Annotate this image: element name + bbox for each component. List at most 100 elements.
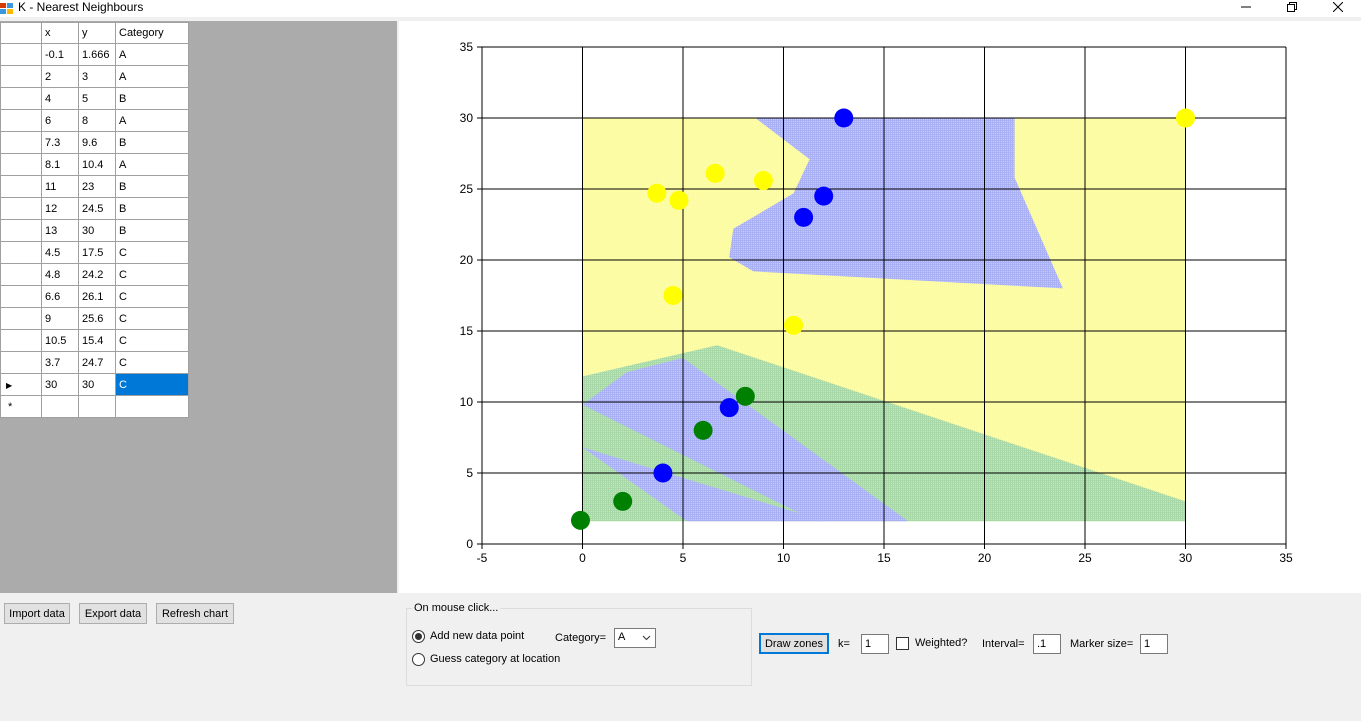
cell-y[interactable]: 30	[78, 373, 116, 396]
cell-y[interactable]: 25.6	[78, 307, 116, 330]
category-select[interactable]: A	[614, 628, 656, 648]
cell-category[interactable]: B	[115, 131, 189, 154]
cell-x[interactable]: 9	[41, 307, 79, 330]
knn-scatter-chart[interactable]: -5 0 5 10 15 20 25 30 35 0 5 10 15 20 25 30 35	[399, 21, 1361, 593]
column-header-category[interactable]: Category	[115, 22, 189, 44]
cell-category[interactable]: B	[115, 219, 189, 242]
cell-y[interactable]: 5	[78, 87, 116, 110]
row-header[interactable]	[0, 109, 42, 132]
grid-row[interactable]: 9 25.6 C	[0, 307, 189, 330]
cell-category[interactable]: B	[115, 175, 189, 198]
cell-y[interactable]: 1.666	[78, 43, 116, 66]
grid-row[interactable]: ▶ 30 30 C	[0, 373, 189, 396]
grid-row[interactable]: 4.5 17.5 C	[0, 241, 189, 264]
row-header[interactable]	[0, 87, 42, 110]
minimize-button[interactable]	[1223, 0, 1269, 14]
draw-zones-button[interactable]: Draw zones	[759, 633, 829, 654]
cell-x[interactable]: 4	[41, 87, 79, 110]
grid-row[interactable]: 8.1 10.4 A	[0, 153, 189, 176]
cell-x[interactable]: 4.5	[41, 241, 79, 264]
grid-row[interactable]: 4.8 24.2 C	[0, 263, 189, 286]
cell-y[interactable]: 30	[78, 219, 116, 242]
grid-new-row[interactable]: *	[0, 395, 189, 418]
cell-y[interactable]: 26.1	[78, 285, 116, 308]
cell-x[interactable]: 6	[41, 109, 79, 132]
cell-category[interactable]: C	[115, 307, 189, 330]
new-row-cell[interactable]	[41, 395, 79, 418]
grid-row[interactable]: 6.6 26.1 C	[0, 285, 189, 308]
row-header[interactable]	[0, 197, 42, 220]
cell-y[interactable]: 24.2	[78, 263, 116, 286]
grid-row[interactable]: 10.5 15.4 C	[0, 329, 189, 352]
new-row-marker[interactable]: *	[0, 395, 42, 418]
row-header[interactable]	[0, 153, 42, 176]
cell-category[interactable]: A	[115, 153, 189, 176]
row-header[interactable]	[0, 43, 42, 66]
row-header[interactable]	[0, 175, 42, 198]
close-button[interactable]	[1315, 0, 1361, 14]
cell-y[interactable]: 9.6	[78, 131, 116, 154]
cell-x[interactable]: 7.3	[41, 131, 79, 154]
cell-y[interactable]: 24.7	[78, 351, 116, 374]
cell-x[interactable]: 2	[41, 65, 79, 88]
cell-y[interactable]: 23	[78, 175, 116, 198]
cell-category[interactable]: C	[115, 263, 189, 286]
row-header[interactable]	[0, 351, 42, 374]
guess-category-label[interactable]: Guess category at location	[430, 653, 561, 665]
cell-category[interactable]: C	[115, 351, 189, 374]
cell-x[interactable]: 12	[41, 197, 79, 220]
grid-row[interactable]: 12 24.5 B	[0, 197, 189, 220]
chart-area[interactable]: -5 0 5 10 15 20 25 30 35 0 5 10 15 20 25 30 35	[399, 21, 1361, 593]
grid-row[interactable]: 11 23 B	[0, 175, 189, 198]
add-point-label[interactable]: Add new data point	[430, 630, 525, 642]
cell-x[interactable]: 10.5	[41, 329, 79, 352]
cell-category[interactable]: C	[115, 373, 189, 396]
cell-x[interactable]: 4.8	[41, 263, 79, 286]
cell-y[interactable]: 3	[78, 65, 116, 88]
grid-row[interactable]: -0.1 1.666 A	[0, 43, 189, 66]
cell-x[interactable]: 8.1	[41, 153, 79, 176]
cell-category[interactable]: B	[115, 87, 189, 110]
new-row-cell[interactable]	[115, 395, 189, 418]
row-header[interactable]	[0, 329, 42, 352]
row-header[interactable]	[0, 307, 42, 330]
interval-input[interactable]	[1033, 634, 1061, 654]
column-header-x[interactable]: x	[41, 22, 79, 44]
row-header[interactable]	[0, 219, 42, 242]
import-data-button[interactable]: Import data	[4, 603, 70, 624]
new-row-cell[interactable]	[78, 395, 116, 418]
row-header[interactable]	[0, 285, 42, 308]
row-header[interactable]: ▶	[0, 373, 42, 396]
cell-x[interactable]: 6.6	[41, 285, 79, 308]
weighted-checkbox[interactable]	[896, 637, 909, 650]
cell-y[interactable]: 15.4	[78, 329, 116, 352]
add-point-radio[interactable]	[412, 630, 425, 643]
cell-category[interactable]: C	[115, 241, 189, 264]
data-grid[interactable]: x y Category -0.1 1.666 A 2 3 A 4 5 B 6 8 A 7.3 9.6 B 8…	[0, 22, 189, 418]
cell-x[interactable]: 13	[41, 219, 79, 242]
grid-row[interactable]: 3.7 24.7 C	[0, 351, 189, 374]
cell-category[interactable]: A	[115, 65, 189, 88]
row-header[interactable]	[0, 131, 42, 154]
cell-y[interactable]: 24.5	[78, 197, 116, 220]
cell-y[interactable]: 17.5	[78, 241, 116, 264]
refresh-chart-button[interactable]: Refresh chart	[156, 603, 234, 624]
column-header-y[interactable]: y	[78, 22, 116, 44]
grid-corner-header[interactable]	[0, 22, 42, 44]
cell-y[interactable]: 8	[78, 109, 116, 132]
export-data-button[interactable]: Export data	[79, 603, 147, 624]
cell-x[interactable]: 11	[41, 175, 79, 198]
cell-x[interactable]: 3.7	[41, 351, 79, 374]
grid-row[interactable]: 13 30 B	[0, 219, 189, 242]
cell-category[interactable]: C	[115, 285, 189, 308]
cell-category[interactable]: A	[115, 43, 189, 66]
row-header[interactable]	[0, 263, 42, 286]
restore-button[interactable]	[1269, 0, 1315, 14]
cell-x[interactable]: -0.1	[41, 43, 79, 66]
row-header[interactable]	[0, 65, 42, 88]
k-input[interactable]	[861, 634, 889, 654]
cell-y[interactable]: 10.4	[78, 153, 116, 176]
guess-category-radio[interactable]	[412, 653, 425, 666]
